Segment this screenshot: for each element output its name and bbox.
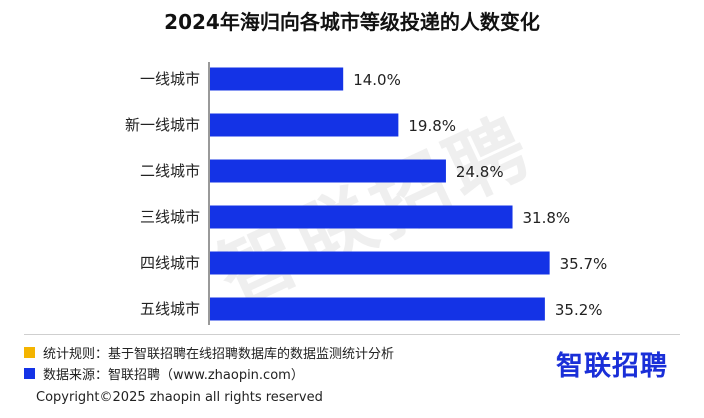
bar xyxy=(210,251,550,275)
bar xyxy=(210,159,446,183)
bar xyxy=(210,113,399,137)
chart-title: 2024年海归向各城市等级投递的人数变化 xyxy=(164,10,540,34)
category-label: 四线城市 xyxy=(140,254,200,272)
bar xyxy=(210,67,344,91)
note-rule-marker xyxy=(24,347,35,358)
note-rule: 统计规则：基于智联招聘在线招聘数据库的数据监测统计分析 xyxy=(24,343,394,362)
footer-divider xyxy=(24,334,680,335)
value-label: 35.7% xyxy=(560,255,608,273)
category-label: 新一线城市 xyxy=(125,116,200,134)
note-source-marker xyxy=(24,368,35,379)
note-source: 数据来源：智联招聘（www.zhaopin.com） xyxy=(24,364,304,383)
brand-logo: 智联招聘 xyxy=(556,351,668,382)
category-label: 二线城市 xyxy=(140,162,200,180)
value-label: 19.8% xyxy=(408,117,456,135)
category-label: 三线城市 xyxy=(140,208,200,226)
category-label: 一线城市 xyxy=(140,70,200,88)
value-label: 35.2% xyxy=(555,301,603,319)
bar xyxy=(210,205,513,229)
bar-chart: 一线城市 14.0% 新一线城市 19.8% 二线城市 24.8% 三线城市 31.8% 四线城… xyxy=(125,62,608,325)
bar xyxy=(210,297,545,321)
value-label: 14.0% xyxy=(353,71,401,89)
value-label: 31.8% xyxy=(523,209,571,227)
note-source-text: 数据来源：智联招聘（www.zhaopin.com） xyxy=(43,368,304,383)
value-label: 24.8% xyxy=(456,163,504,181)
category-label: 五线城市 xyxy=(140,300,200,318)
copyright: Copyright©2025 zhaopin all rights reserv… xyxy=(36,390,323,405)
note-rule-text: 统计规则：基于智联招聘在线招聘数据库的数据监测统计分析 xyxy=(43,347,395,362)
